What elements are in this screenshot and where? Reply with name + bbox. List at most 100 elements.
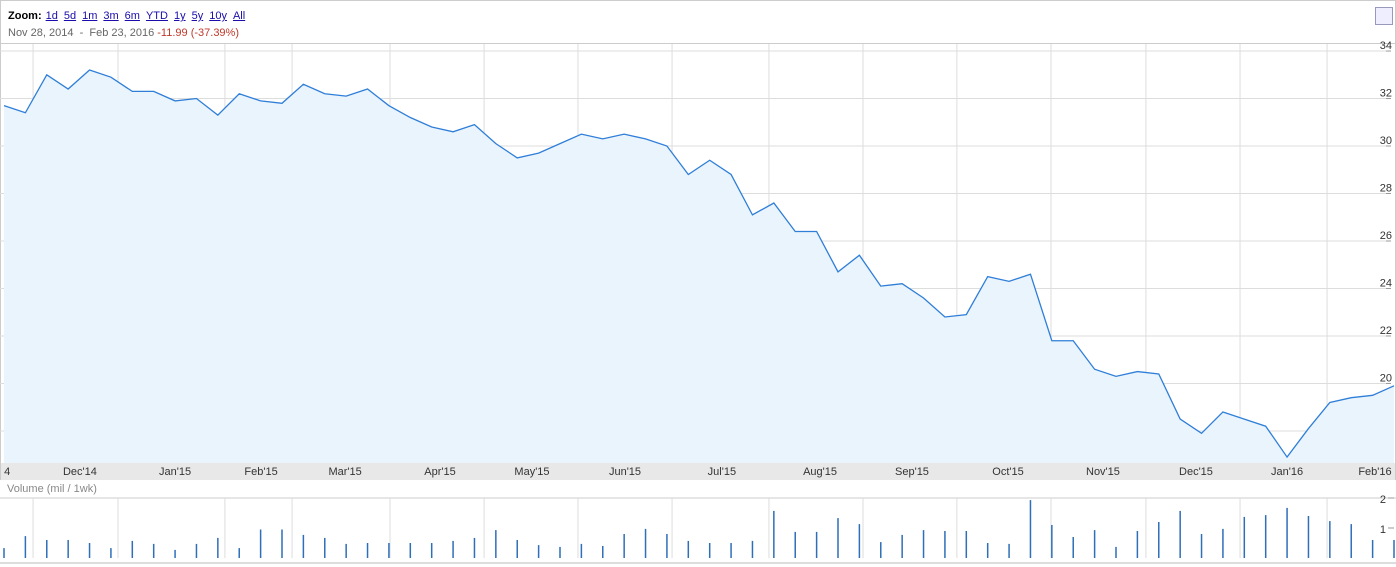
volume-bar <box>1393 540 1395 558</box>
y-tick-label: 28 <box>1380 182 1392 194</box>
y-tick-label: 24 <box>1380 277 1392 289</box>
volume-bar <box>986 543 989 558</box>
price-line <box>3 69 1395 459</box>
x-tick-label: Nov'15 <box>1086 466 1120 478</box>
range-sep: - <box>79 27 84 39</box>
volume-bar <box>1093 530 1096 558</box>
x-tick-label: Jun'15 <box>609 466 641 478</box>
volume-bar <box>794 531 796 558</box>
volume-bar <box>366 543 369 558</box>
volume-bar <box>773 510 775 558</box>
volume-bar <box>238 548 240 558</box>
volume-bar <box>537 545 540 558</box>
volume-title: Volume (mil / 1wk) <box>7 483 97 495</box>
volume-bar <box>602 546 604 558</box>
volume-bar <box>666 534 668 558</box>
y-tick-label: 22 <box>1380 325 1392 337</box>
zoom-link[interactable]: 1y <box>173 10 186 22</box>
zoom-link[interactable]: 1d <box>45 10 58 22</box>
x-tick-label: Feb'15 <box>244 466 277 478</box>
zoom-link[interactable]: 10y <box>209 10 227 22</box>
volume-bar <box>24 536 27 558</box>
header: Zoom: 1d 5d 1m 3m 6m YTD 1y 5y 10y All Nov 28, 201… <box>0 0 1396 43</box>
volume-bar <box>751 540 754 558</box>
volume-bar <box>473 537 476 558</box>
volume-bar <box>1243 516 1246 558</box>
volume-bar <box>46 540 48 558</box>
volume-bar <box>837 518 839 558</box>
volume-bar <box>1286 507 1288 558</box>
volume-bar <box>3 548 5 558</box>
expand-icon[interactable] <box>1375 7 1393 25</box>
x-tick-label: Aug'15 <box>803 466 837 478</box>
zoom-link[interactable]: 1m <box>82 10 98 22</box>
volume-bar <box>388 543 390 558</box>
x-tick-label: Apr'15 <box>424 466 455 478</box>
date-range: Nov 28, 2014 - Feb 23, 2016 -11.99 (-37.… <box>8 27 239 39</box>
range-change: -11.99 (-37.39%) <box>157 27 239 39</box>
volume-bar <box>901 534 903 558</box>
zoom-link[interactable]: All <box>232 10 246 22</box>
range-end: Feb 23, 2016 <box>89 27 155 39</box>
volume-bar <box>815 531 818 558</box>
x-tick-label: Jul'15 <box>708 466 736 478</box>
volume-bar <box>67 540 69 558</box>
volume-bar <box>644 528 647 558</box>
x-tick-label: Dec'14 <box>63 466 97 478</box>
volume-bar <box>217 537 219 558</box>
volume-bar <box>430 543 433 558</box>
volume-bar <box>1158 522 1160 558</box>
volume-bar <box>858 524 861 558</box>
zoom-label: Zoom: <box>8 10 42 22</box>
volume-bar <box>1200 534 1203 558</box>
zoom-link[interactable]: 5y <box>191 10 204 22</box>
volume-bar <box>1350 524 1352 558</box>
volume-bar <box>495 530 497 558</box>
volume-bar <box>708 543 711 558</box>
volume-bar <box>345 543 347 558</box>
volume-bar <box>687 540 690 558</box>
volume-bar <box>1136 531 1139 558</box>
volume-bar <box>110 548 112 558</box>
volume-bar <box>730 543 732 558</box>
x-tick-label: Oct'15 <box>992 466 1023 478</box>
volume-bar <box>516 540 518 558</box>
y-tick-label: 30 <box>1380 135 1392 147</box>
volume-bar <box>1051 525 1053 558</box>
volume-bar <box>922 530 925 558</box>
y-tick-label: 34 <box>1380 40 1392 52</box>
volume-bar <box>1371 540 1374 558</box>
x-tick-label: May'15 <box>514 466 549 478</box>
volume-bar <box>880 542 882 558</box>
volume-bar <box>1222 528 1224 558</box>
volume-bar <box>259 529 262 558</box>
volume-bar <box>452 540 454 558</box>
volume-bar <box>944 531 946 558</box>
volume-bar <box>1307 516 1310 558</box>
volume-bar <box>302 534 305 558</box>
zoom-link[interactable]: 6m <box>124 10 140 22</box>
zoom-link[interactable]: 3m <box>103 10 119 22</box>
volume-bar <box>88 543 91 558</box>
volume-bar <box>1029 500 1032 558</box>
volume-bar <box>580 543 583 558</box>
volume-bar <box>281 529 283 558</box>
zoom-link[interactable]: 5d <box>63 10 77 22</box>
x-tick-label: Sep'15 <box>895 466 929 478</box>
volume-bar <box>965 531 968 558</box>
y-tick-label: 32 <box>1380 87 1392 99</box>
y-tick-label: 26 <box>1380 230 1392 242</box>
price-area <box>4 70 1394 463</box>
x-tick-label: Mar'15 <box>328 466 361 478</box>
range-start: Nov 28, 2014 <box>8 27 74 39</box>
volume-bar <box>1072 537 1074 558</box>
volume-bar <box>1329 521 1331 558</box>
x-tick-label: Feb'16 <box>1358 466 1391 478</box>
zoom-link[interactable]: YTD <box>145 10 168 22</box>
volume-bar <box>131 540 134 558</box>
x-tick-label: Dec'15 <box>1179 466 1213 478</box>
y-tick-label: 2 <box>1380 494 1386 506</box>
x-axis-band <box>1 463 1395 480</box>
volume-bar <box>1264 515 1267 558</box>
